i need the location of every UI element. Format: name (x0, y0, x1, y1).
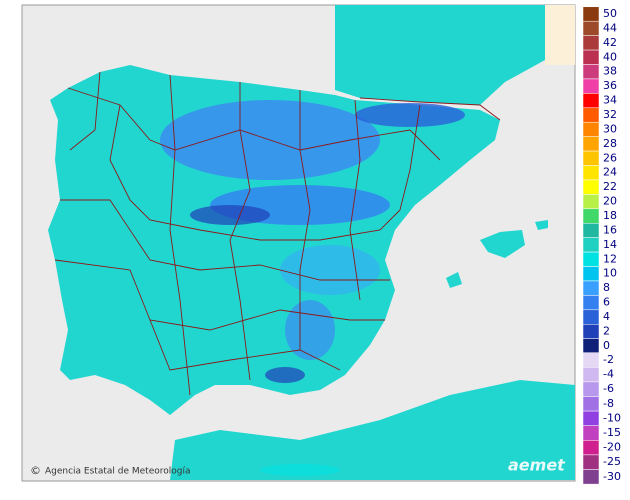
legend-swatch (582, 78, 600, 94)
legend-label: 8 (603, 281, 610, 294)
legend-label: 42 (603, 36, 617, 49)
legend-swatch (582, 295, 600, 311)
legend-swatch (582, 323, 600, 339)
legend-swatch (582, 35, 600, 51)
legend-swatch (582, 93, 600, 109)
logo: aemet (508, 456, 566, 475)
legend-swatch (582, 222, 600, 238)
legend: 5044424038363432302826242220181614121086… (582, 6, 621, 485)
legend-label: 28 (603, 137, 617, 150)
legend-swatch (582, 194, 600, 210)
legend-label: 16 (603, 223, 617, 236)
legend-swatch (582, 49, 600, 65)
legend-swatch (582, 121, 600, 137)
legend-label: 26 (603, 151, 617, 164)
legend-swatch (582, 352, 600, 368)
legend-label: 50 (603, 7, 617, 20)
legend-label: 20 (603, 195, 617, 208)
legend-label: -25 (603, 455, 621, 468)
legend-label: -6 (603, 382, 614, 395)
legend-swatch (582, 165, 600, 181)
legend-label: 4 (603, 310, 610, 323)
legend-swatch (582, 64, 600, 80)
legend-swatch (582, 309, 600, 325)
legend-label: -30 (603, 470, 621, 483)
legend-label: 2 (603, 324, 610, 337)
legend-label: 40 (603, 50, 617, 63)
legend-label: -15 (603, 426, 621, 439)
legend-swatch (582, 454, 600, 470)
legend-swatch (582, 107, 600, 123)
province-borders (54, 71, 501, 396)
legend-label: 34 (603, 94, 617, 107)
legend-label: -8 (603, 397, 614, 410)
legend-swatch (582, 6, 600, 22)
legend-label: -20 (603, 441, 621, 454)
legend-label: -4 (603, 368, 614, 381)
legend-swatch (582, 410, 600, 426)
land-outside (545, 5, 575, 65)
copyright-icon: © (30, 464, 41, 477)
legend-label: 18 (603, 209, 617, 222)
legend-label: 12 (603, 252, 617, 265)
legend-label: 36 (603, 79, 617, 92)
legend-label: 22 (603, 180, 617, 193)
legend-swatch (582, 179, 600, 195)
legend-swatch (582, 266, 600, 282)
legend-swatch (582, 381, 600, 397)
legend-swatch (582, 136, 600, 152)
legend-label: -10 (603, 411, 621, 424)
legend-swatch (582, 367, 600, 383)
legend-swatch (582, 237, 600, 253)
legend-label: 6 (603, 296, 610, 309)
agency-name: Agencia Estatal de Meteorología (45, 467, 191, 477)
legend-label: -2 (603, 353, 614, 366)
legend-swatch (582, 338, 600, 354)
legend-swatch (582, 280, 600, 296)
legend-swatch (582, 20, 600, 36)
legend-swatch (582, 251, 600, 267)
legend-label: 44 (603, 21, 617, 34)
legend-label: 10 (603, 267, 617, 280)
legend-label: 30 (603, 122, 617, 135)
legend-label: 0 (603, 339, 610, 352)
legend-swatch (582, 150, 600, 166)
legend-swatch (582, 208, 600, 224)
legend-label: 14 (603, 238, 617, 251)
legend-swatch (582, 469, 600, 485)
legend-swatch (582, 425, 600, 441)
legend-label: 38 (603, 65, 617, 78)
legend-label: 32 (603, 108, 617, 121)
legend-label: 24 (603, 166, 617, 179)
legend-swatch (582, 440, 600, 456)
legend-swatch (582, 396, 600, 412)
